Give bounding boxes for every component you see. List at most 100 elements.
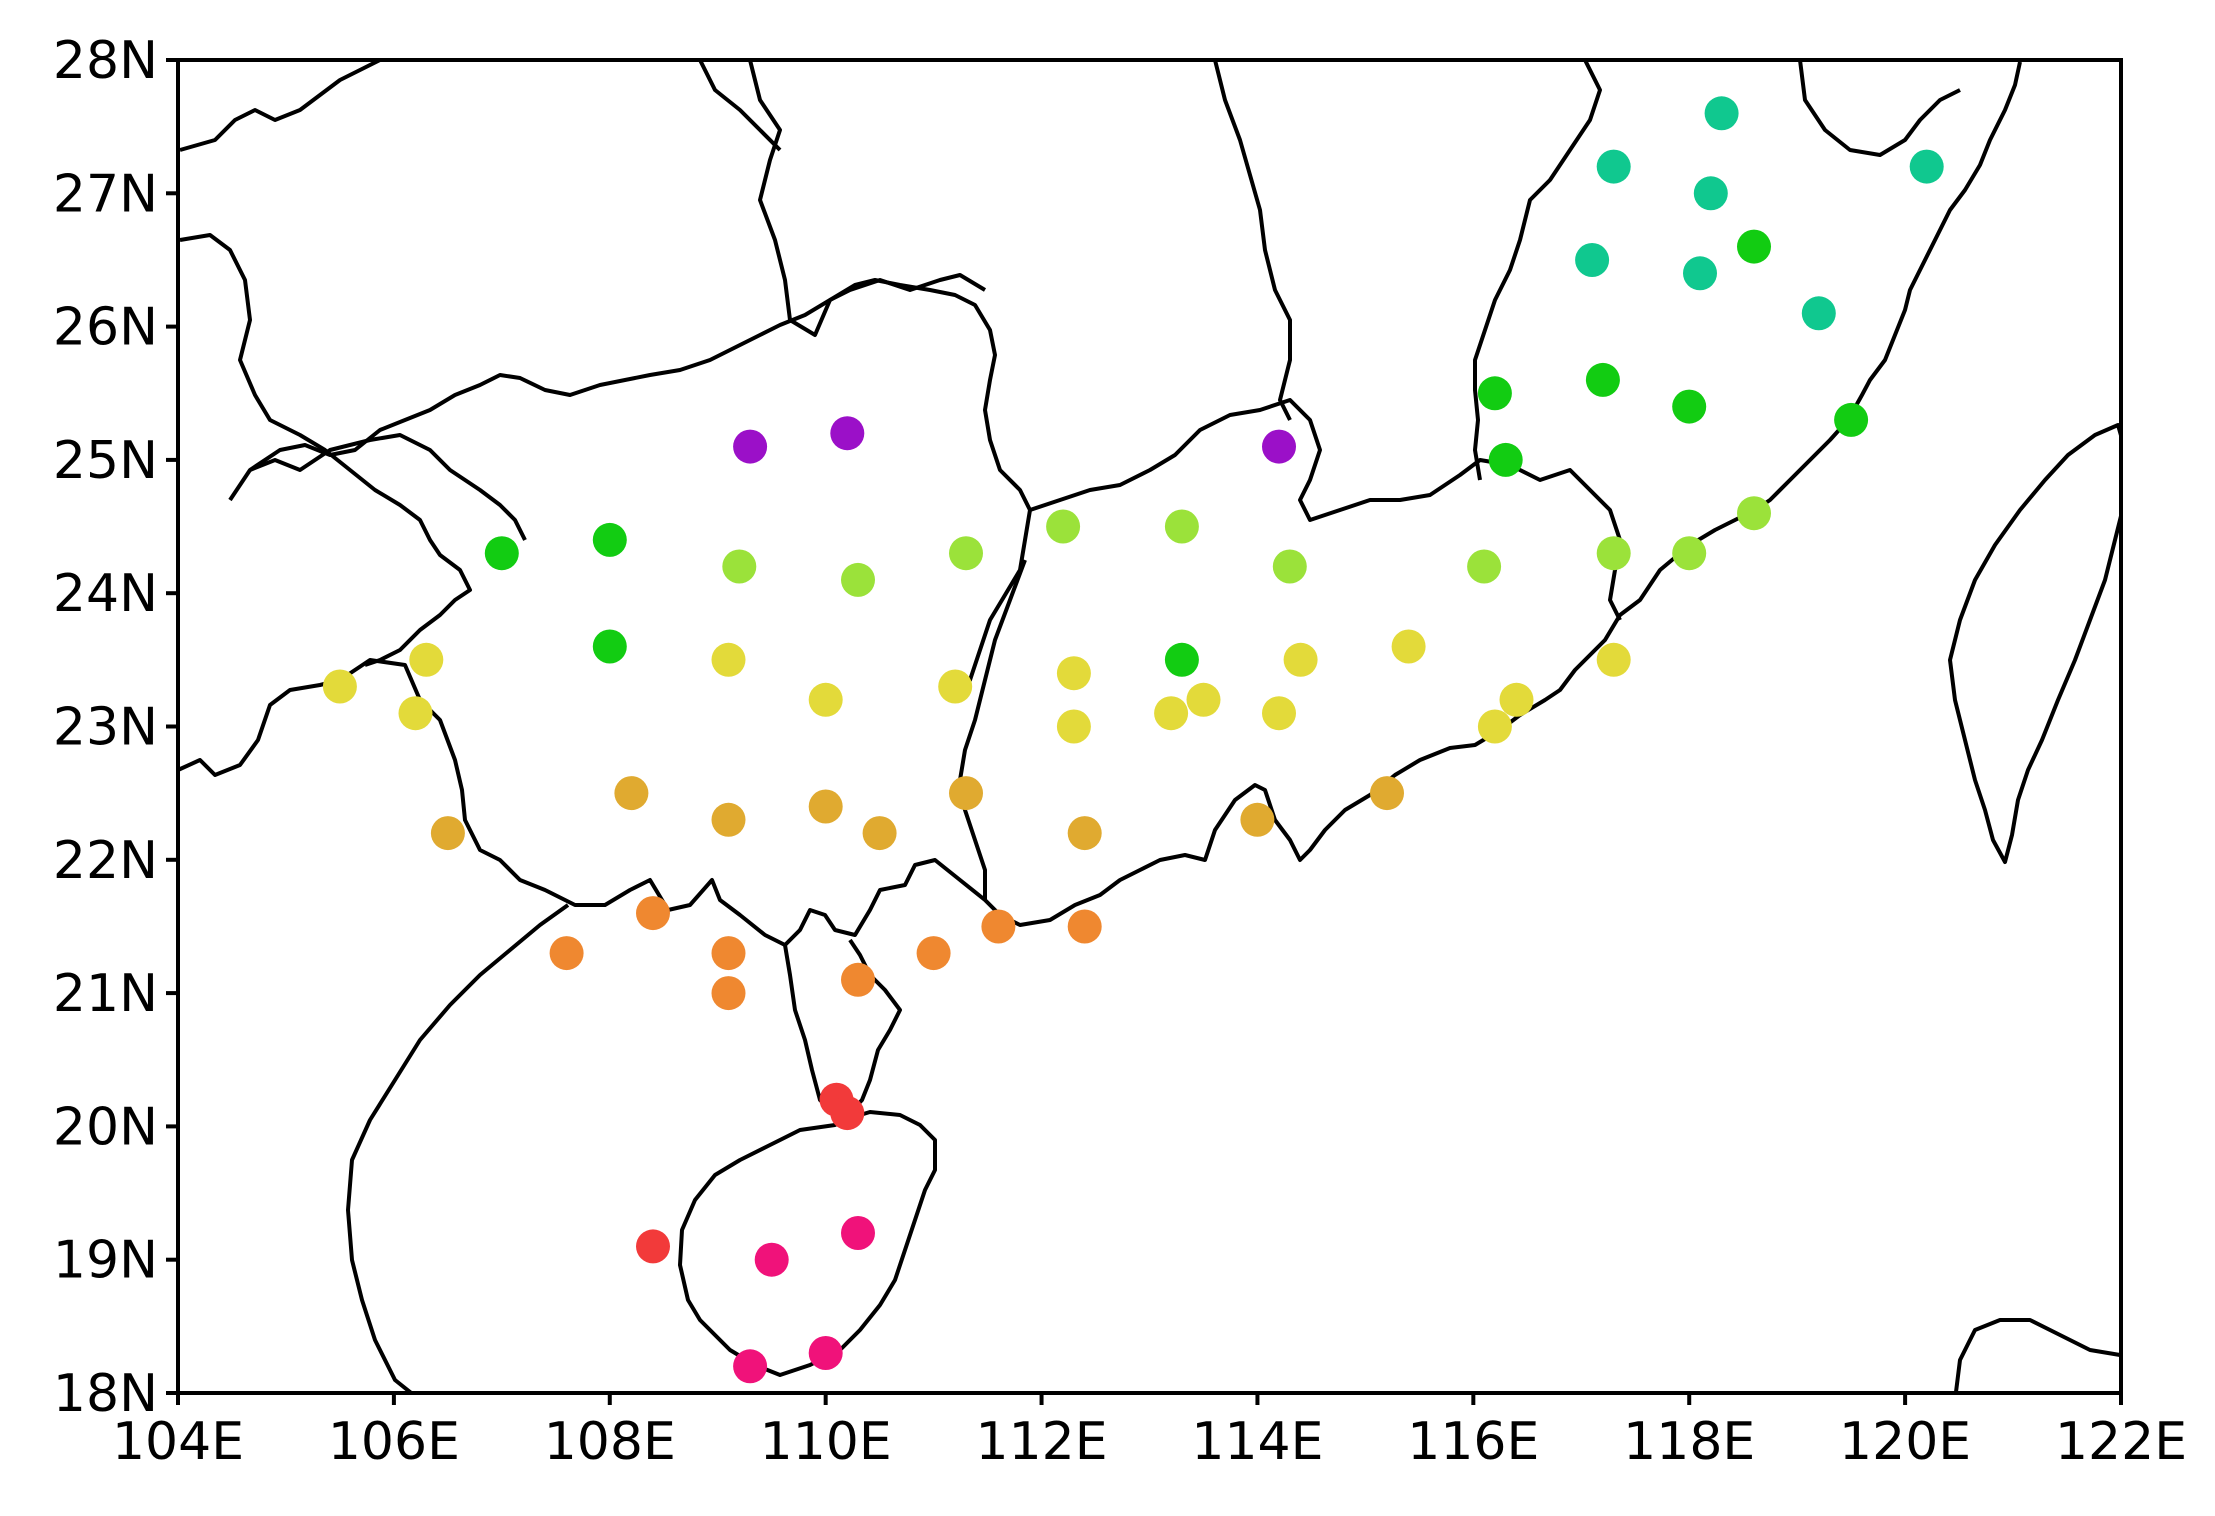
y-tick-label: 27N [53,164,158,224]
station-marker [1596,149,1631,184]
station-marker [549,936,584,971]
y-tick-label: 23N [53,698,158,758]
station-marker [592,522,627,557]
y-tick-label: 26N [53,298,158,358]
station-marker [711,802,746,837]
station-marker [1477,376,1512,411]
station-marker [1704,96,1739,131]
station-marker [1391,629,1426,664]
station-marker [1737,229,1771,264]
x-tick-label: 104E [112,1412,244,1472]
station-marker [949,536,983,571]
tonkin-coastline [346,903,570,1393]
station-marker [808,789,843,824]
station-marker [862,816,897,851]
station-marker [1737,496,1771,531]
station-marker [1909,149,1944,184]
station-marker [1262,429,1296,464]
station-marker [484,536,519,571]
station-marker [1499,682,1534,717]
station-marker [409,642,444,677]
station-marker [711,642,746,677]
x-axis: 104E 106E 108E 110E 112E 114E 116E 118E 120E 122E [112,1393,2187,1472]
station-marker [636,896,670,931]
x-tick-label: 122E [2055,1412,2187,1472]
station-marker [841,962,875,997]
map-frame [176,58,2123,1395]
station-marker [1046,509,1081,544]
y-axis: 18N 19N 20N 21N 22N 23N 24N 25N 26N 27N 28N [53,31,178,1424]
station-marker [916,936,951,971]
station-marker [1272,549,1307,584]
station-marker [1801,296,1836,331]
station-marker [1283,642,1318,677]
north-border-b [698,60,782,152]
station-marker [981,909,1016,944]
guangxi-top-border [228,278,1032,701]
y-tick-label: 22N [53,831,158,891]
station-marker [1240,802,1275,837]
station-marker [1262,696,1296,731]
mainland-coastline [178,61,2022,1393]
y-tick-label: 28N [53,31,158,91]
station-marker [1186,682,1221,717]
y-tick-label: 20N [53,1097,158,1157]
guangxi-northwest-border [249,433,527,541]
station-marker [711,936,746,971]
fujian-north-border [1798,60,1961,157]
station-marker [949,776,983,811]
x-tick-label: 120E [1839,1412,1971,1472]
x-tick-label: 106E [328,1412,460,1472]
station-marker [1370,776,1404,811]
station-marker [1585,362,1620,397]
station-marker [733,429,768,464]
x-tick-label: 118E [1623,1412,1755,1472]
jiangxi-fujian-border [1473,60,1602,481]
station-marker [1834,402,1869,437]
station-marker [1467,549,1502,584]
y-tick-label: 19N [53,1231,158,1291]
station-markers [322,96,1944,1384]
guangdong-north-border [1029,398,1622,621]
north-border-a [179,60,400,152]
station-marker [1693,176,1728,211]
station-marker [1067,909,1102,944]
station-marker [1164,509,1199,544]
station-marker [1164,642,1199,677]
station-marker [1683,256,1717,291]
x-tick-label: 116E [1407,1412,1539,1472]
station-marker [398,696,433,731]
station-marker [830,416,865,451]
station-marker [430,816,465,851]
hunan-jiangxi-border [1213,60,1292,421]
x-tick-label: 114E [1191,1412,1323,1472]
station-marker [754,1242,789,1277]
station-marker [1154,696,1189,731]
leizhou-peninsula [783,938,902,1117]
y-tick-label: 24N [53,564,158,624]
guangxi-north-border [179,233,472,667]
station-marker [1477,709,1512,744]
guangxi-guangdong-border [958,559,1027,900]
station-marker [614,776,649,811]
station-marker [711,976,746,1011]
station-marker [841,1216,875,1250]
station-marker [1596,536,1631,571]
station-marker [1596,642,1631,677]
station-marker [322,669,357,704]
hainan-coastline [678,1110,937,1377]
station-marker [592,629,627,664]
station-marker [830,1096,865,1131]
y-tick-label: 18N [53,1364,158,1424]
station-marker [1575,243,1610,277]
luzon-coastline [1953,1318,2121,1393]
coastline-and-borders [178,60,2121,1393]
station-marker [636,1229,670,1264]
station-marker [1488,442,1523,477]
x-tick-label: 110E [760,1412,892,1472]
y-tick-label: 21N [53,964,158,1024]
station-marker [1672,536,1707,571]
station-marker [1067,816,1102,851]
